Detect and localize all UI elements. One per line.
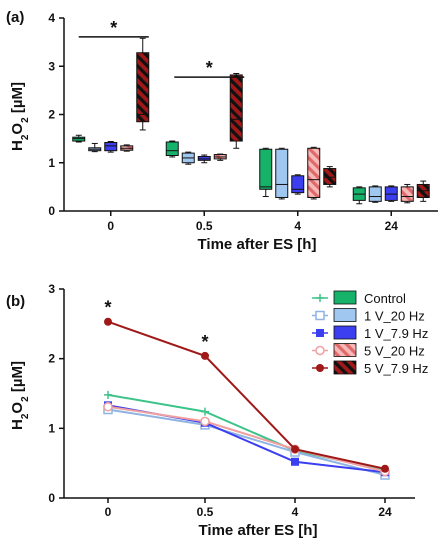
y-axis-title: H2O2 [µM] — [9, 361, 31, 430]
x-tick-label: 24 — [378, 505, 392, 519]
data-point — [200, 416, 210, 427]
x-tick-label: 4 — [294, 219, 301, 233]
box-1-v-7-9-hz-4 — [291, 174, 305, 195]
legend-label: 5 V_7.9 Hz — [364, 361, 428, 376]
box-body — [259, 148, 273, 190]
box-control-0 — [72, 134, 86, 143]
significance-star: * — [206, 58, 213, 78]
x-axis-title: Time after ES [h] — [198, 236, 317, 253]
box-1-v-20-hz-4 — [275, 147, 289, 200]
data-point — [315, 345, 325, 356]
legend-swatch — [333, 360, 357, 375]
box-body — [229, 74, 243, 142]
box-1-v-20-hz-0-5 — [181, 151, 195, 165]
y-tick-label: 0 — [48, 204, 55, 218]
data-point — [316, 364, 324, 372]
box-1-v-7-9-hz-0-5 — [197, 154, 211, 164]
box-body — [368, 186, 382, 202]
box-body — [136, 52, 150, 123]
box-5-v-20-hz-0 — [120, 144, 134, 152]
series-5-v-7-9-hz — [104, 317, 389, 473]
panel-a-label: (a) — [6, 9, 24, 26]
y-tick-label: 2 — [48, 108, 55, 122]
panel-b-line-chart: (b) 0 1 2 3 0 0.5 4 24 Time after ES [h] H2O2 [µM]… — [6, 282, 428, 539]
legend-label: 5 V_20 Hz — [364, 344, 425, 359]
x-tick-label: 24 — [385, 219, 399, 233]
box-1-v-20-hz-24 — [368, 185, 382, 203]
series-line — [107, 320, 386, 470]
data-point — [201, 351, 209, 360]
legend-label: 1 V_20 Hz — [364, 309, 425, 324]
x-tick-label: 4 — [292, 505, 299, 519]
box-5-v-20-hz-4 — [307, 146, 321, 200]
series-line — [107, 405, 386, 473]
legend-item-1-v-7-9-hz: 1 V_7.9 Hz — [312, 325, 428, 341]
legend-item-5-v-20-hz: 5 V_20 Hz — [312, 343, 425, 359]
legend-label: 1 V_7.9 Hz — [364, 326, 428, 341]
legend-swatch — [333, 290, 357, 305]
panel-a-boxplot: (a) 0 1 2 3 4 0 0.5 4 24 Time after ES [h] H2O2 [µM… — [6, 9, 438, 253]
box-5-v-20-hz-0-5 — [213, 153, 227, 161]
y-tick-label: 2 — [48, 352, 55, 366]
y-tick-label: 1 — [48, 156, 55, 170]
y-axis-title: H2O2 [µM] — [9, 82, 31, 151]
legend-item-5-v-7-9-hz: 5 V_7.9 Hz — [312, 360, 428, 376]
legend: Control 1 V_20 Hz 1 V_7.9 Hz 5 V_20 Hz 5 V_7… — [312, 290, 428, 376]
box-5-v-7-9-hz-4 — [323, 166, 337, 188]
legend-item-1-v-20-hz: 1 V_20 Hz — [312, 308, 425, 324]
box-1-v-20-hz-0 — [88, 142, 102, 153]
data-point — [291, 457, 299, 466]
y-tick-label: 0 — [48, 491, 55, 505]
data-point — [316, 329, 324, 337]
significance-star: * — [104, 298, 111, 318]
legend-swatch — [333, 308, 357, 322]
significance-star: * — [201, 332, 208, 352]
x-tick-label: 0.5 — [196, 219, 213, 233]
series-line — [107, 408, 386, 476]
box-body — [104, 141, 118, 152]
box-control-24 — [352, 186, 366, 205]
y-tick-label: 1 — [48, 421, 55, 435]
y-tick-label: 4 — [48, 11, 55, 25]
box-control-4 — [259, 147, 273, 198]
legend-swatch — [333, 325, 357, 340]
panel-b-label: (b) — [6, 293, 25, 310]
x-tick-label: 0.5 — [197, 505, 214, 519]
x-tick-label: 0 — [107, 219, 114, 233]
legend-item-control: Control — [312, 290, 406, 306]
box-1-v-7-9-hz-0 — [104, 141, 118, 153]
y-tick-label: 3 — [48, 59, 55, 73]
box-body — [275, 148, 289, 198]
legend-swatch — [333, 343, 357, 357]
box-5-v-7-9-hz-0-5 — [229, 72, 243, 149]
box-body — [307, 147, 321, 198]
x-axis-title: Time after ES [h] — [199, 522, 318, 539]
box-5-v-7-9-hz-0 — [136, 37, 150, 131]
box-control-0-5 — [165, 140, 179, 158]
data-point — [104, 317, 112, 326]
box-5-v-7-9-hz-24 — [416, 180, 430, 202]
box-5-v-20-hz-24 — [400, 183, 414, 204]
box-body — [165, 141, 179, 157]
data-point — [315, 310, 325, 321]
box-1-v-7-9-hz-24 — [384, 185, 398, 202]
legend-label: Control — [364, 291, 406, 306]
x-tick-label: 0 — [105, 505, 112, 519]
y-tick-label: 3 — [48, 282, 55, 296]
box-body — [291, 175, 305, 194]
data-point — [103, 401, 113, 412]
significance-star: * — [110, 18, 117, 38]
data-point — [381, 464, 389, 473]
data-point — [291, 445, 299, 454]
box-body — [400, 186, 414, 202]
box-body — [323, 168, 337, 185]
